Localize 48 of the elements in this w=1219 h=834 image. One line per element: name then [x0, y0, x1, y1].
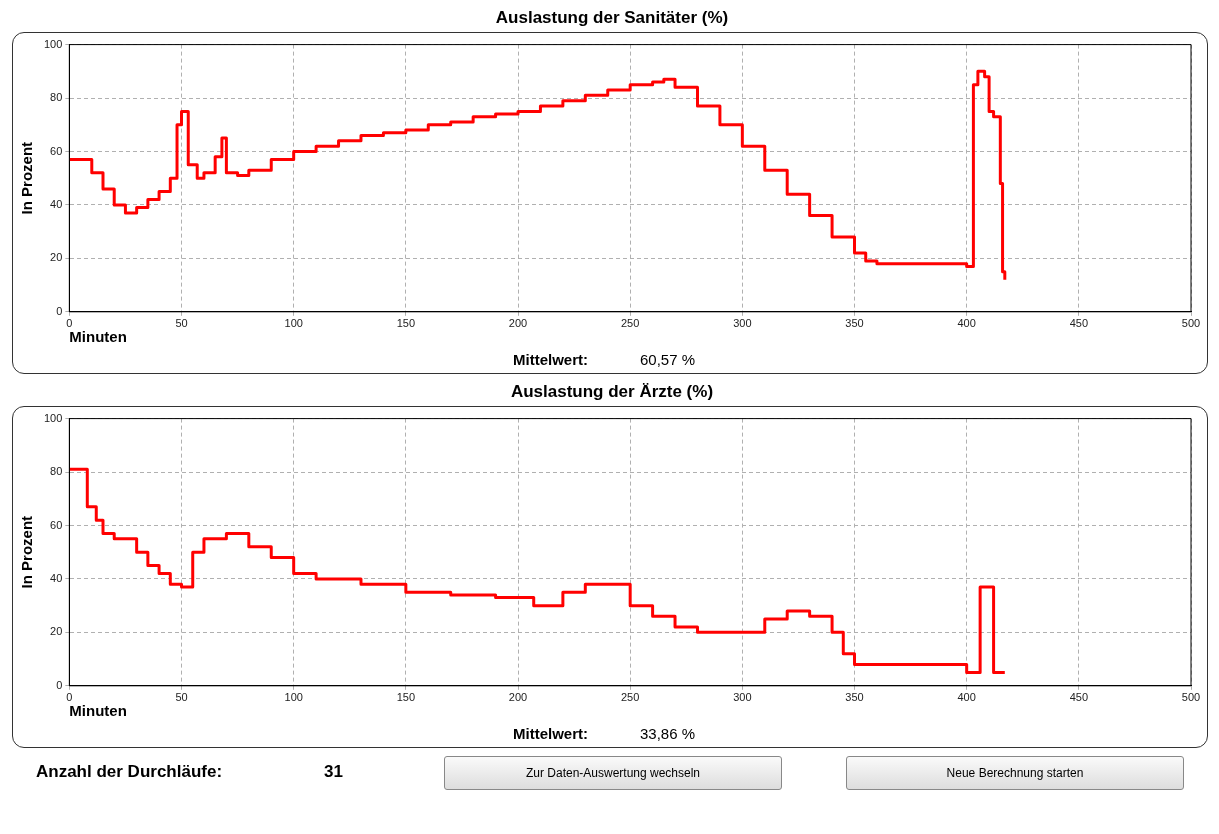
y-tick-label: 100: [43, 37, 63, 50]
text: Mittelwert:: [513, 351, 588, 368]
text: Mittelwert:: [513, 725, 588, 742]
y-tick-label: 100: [43, 411, 63, 424]
x-tick-label: 0: [66, 691, 73, 704]
x-tick-label: 200: [508, 691, 528, 704]
x-tick-label: 300: [733, 691, 752, 704]
x-tick-label: 50: [175, 317, 188, 330]
x-tick-label: 500: [1181, 691, 1201, 704]
y-axis-title: In Prozent: [18, 515, 36, 589]
x-tick-label: 250: [621, 691, 640, 704]
x-tick-label: 350: [845, 317, 864, 330]
x-axis-title: Minuten: [69, 702, 127, 720]
x-tick-label: 300: [733, 317, 752, 330]
chart-title: Auslastung der Ärzte (%): [509, 382, 715, 403]
y-tick-label: 20: [50, 251, 63, 264]
y-tick-label: 40: [50, 197, 63, 210]
x-tick-label: 100: [284, 317, 303, 330]
text: Neue Berechnung starten: [846, 756, 1184, 790]
text: Anzahl der Durchläufe:: [36, 762, 223, 782]
x-tick-label: 250: [621, 317, 640, 330]
x-tick-label: 150: [396, 317, 416, 330]
x-tick-label: 200: [508, 317, 528, 330]
y-axis-title: In Prozent: [18, 141, 36, 215]
y-tick-label: 40: [50, 571, 63, 584]
text: 33,86 %: [640, 725, 696, 742]
y-tick-label: 20: [50, 625, 63, 638]
text: 60,57 %: [640, 351, 696, 368]
y-tick-label: 0: [56, 304, 63, 317]
chart-title: Auslastung der Sanitäter (%): [494, 8, 730, 29]
y-tick-label: 60: [50, 518, 63, 531]
x-axis-title: Minuten: [69, 328, 127, 346]
x-tick-label: 0: [66, 317, 73, 330]
x-tick-label: 50: [175, 691, 188, 704]
y-tick-label: 60: [50, 144, 63, 157]
x-tick-label: 500: [1181, 317, 1201, 330]
y-tick-label: 80: [50, 465, 63, 478]
x-tick-label: 450: [1069, 691, 1089, 704]
x-tick-label: 350: [845, 691, 864, 704]
y-tick-label: 0: [56, 678, 63, 691]
text: Zur Daten-Auswertung wechseln: [444, 756, 782, 790]
x-tick-label: 150: [396, 691, 416, 704]
x-tick-label: 450: [1069, 317, 1089, 330]
y-tick-label: 80: [50, 91, 63, 104]
text: 31: [324, 762, 343, 782]
x-tick-label: 400: [957, 691, 976, 704]
x-tick-label: 400: [957, 317, 976, 330]
x-tick-label: 100: [284, 691, 303, 704]
